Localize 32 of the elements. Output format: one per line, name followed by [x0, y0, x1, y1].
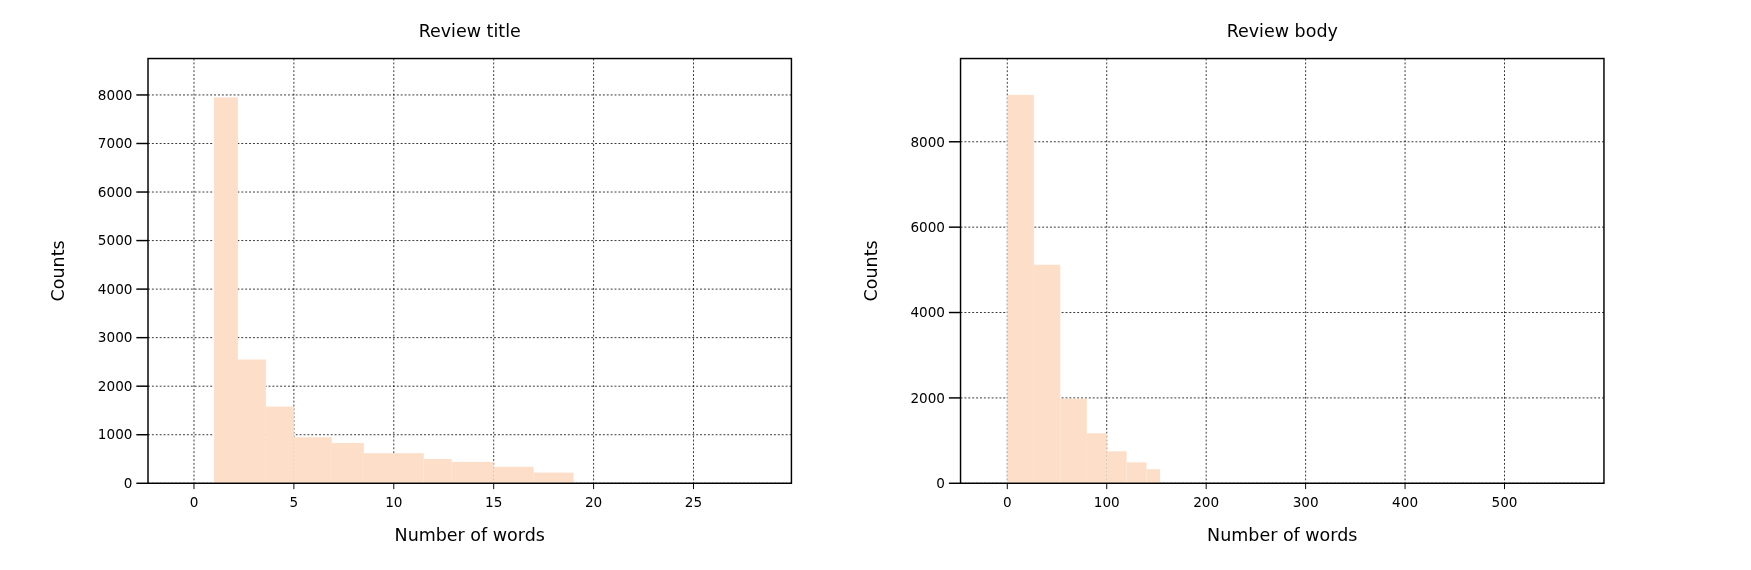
y-tick-label: 8000: [97, 86, 133, 103]
y-tick-label: 4000: [910, 304, 945, 321]
x-tick-label: 100: [1093, 493, 1120, 510]
y-tick-label: 3000: [97, 329, 133, 346]
x-tick-label: 400: [1392, 493, 1419, 510]
x-tick-label: 20: [584, 493, 603, 510]
x-tick-label: 0: [189, 493, 199, 510]
x-tick-label: 25: [684, 493, 703, 510]
y-tick-label: 0: [123, 475, 133, 492]
y-tick-label: 4000: [97, 280, 133, 297]
y-axis-title: Counts: [860, 240, 881, 302]
y-tick-label: 5000: [97, 232, 133, 249]
y-tick-label: 0: [936, 475, 945, 492]
x-tick-label: 300: [1292, 493, 1319, 510]
y-tick-label: 2000: [910, 389, 945, 406]
chart-title: Review title: [418, 21, 521, 42]
y-tick-label: 7000: [97, 135, 133, 152]
x-axis-title: Number of words: [1207, 524, 1358, 545]
y-axis-title: Counts: [48, 240, 69, 302]
x-tick-label: 0: [1002, 493, 1012, 510]
y-tick-label: 6000: [910, 218, 945, 235]
x-tick-label: 200: [1193, 493, 1220, 510]
x-axis-title: Number of words: [394, 524, 545, 545]
x-tick-label: 10: [385, 493, 403, 510]
x-tick-label: 15: [485, 493, 503, 510]
chart-title: Review body: [1226, 21, 1338, 42]
y-tick-label: 1000: [97, 426, 133, 443]
y-tick-label: 2000: [97, 377, 133, 394]
x-tick-label: 500: [1491, 493, 1518, 510]
y-tick-label: 6000: [97, 183, 133, 200]
y-tick-label: 8000: [910, 133, 945, 150]
x-tick-label: 5: [289, 493, 299, 510]
